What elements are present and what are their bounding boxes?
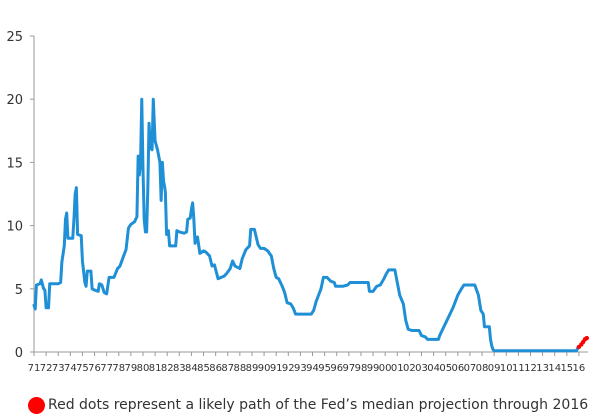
x-tick-label: 10 [500,363,513,374]
x-tick-label: 75 [76,363,89,374]
projection-dot [584,335,589,341]
x-tick-label: 85 [197,363,210,374]
x-tick-label: 83 [173,363,186,374]
x-tick-label: 93 [294,363,307,374]
x-tick-label: 86 [209,363,222,374]
x-tick-label: 89 [246,363,259,374]
x-tick-label: 84 [185,363,198,374]
x-tick-label: 07 [464,363,477,374]
x-tick-label: 01 [391,363,404,374]
x-tick-label: 80 [137,363,150,374]
x-tick-label: 13 [536,363,549,374]
x-tick-label: 74 [64,363,77,374]
y-tick-label: 25 [6,30,23,45]
x-tick-label: 15 [560,363,573,374]
y-tick-label: 20 [6,93,23,108]
x-tick-label: 90 [258,363,271,374]
y-axis: 0 5 10 15 20 25 [6,30,35,361]
x-tick-label: 02 [403,363,416,374]
x-tick-label: 76 [88,363,101,374]
x-tick-label: 82 [161,363,174,374]
y-tick-label: 10 [6,220,23,235]
y-tick-label: 15 [6,156,23,171]
series-layer [32,97,589,353]
x-tick-label: 16 [573,363,586,374]
red-dot-icon [28,396,45,414]
legend-text: Red dots represent a likely path of the … [48,397,589,413]
x-tick-label: 98 [355,363,368,374]
x-tick-label: 72 [40,363,53,374]
x-tick-label: 00 [379,363,392,374]
rate-line [32,97,580,353]
x-tick-label: 97 [342,363,355,374]
y-tick-label: 0 [15,346,23,361]
x-tick-label: 95 [318,363,331,374]
x-tick-label: 96 [330,363,343,374]
x-tick-label: 03 [415,363,428,374]
x-tick-label: 06 [451,363,464,374]
x-tick-label: 99 [367,363,380,374]
x-tick-label: 77 [100,363,113,374]
x-tick-label: 73 [52,363,65,374]
x-tick-label: 08 [476,363,489,374]
x-tick-label: 94 [306,363,319,374]
x-tick-label: 79 [125,363,138,374]
x-tick-label: 78 [112,363,125,374]
x-tick-label: 71 [28,363,41,374]
x-tick-label: 04 [427,363,440,374]
x-tick-label: 88 [233,363,246,374]
legend: Red dots represent a likely path of the … [28,394,588,416]
x-tick-label: 14 [548,363,561,374]
x-tick-label: 09 [488,363,501,374]
x-tick-label: 11 [512,363,525,374]
x-tick-label: 12 [524,363,537,374]
x-tick-label: 05 [439,363,452,374]
x-axis: 71 72 73 74 75 76 77 78 79 80 81 82 83 84 85 86 87 88 89 90… [28,351,588,374]
x-tick-label: 91 [270,363,283,374]
x-tick-label: 92 [282,363,295,374]
y-tick-label: 5 [15,283,23,298]
x-tick-label: 87 [221,363,234,374]
x-tick-label: 81 [149,363,162,374]
